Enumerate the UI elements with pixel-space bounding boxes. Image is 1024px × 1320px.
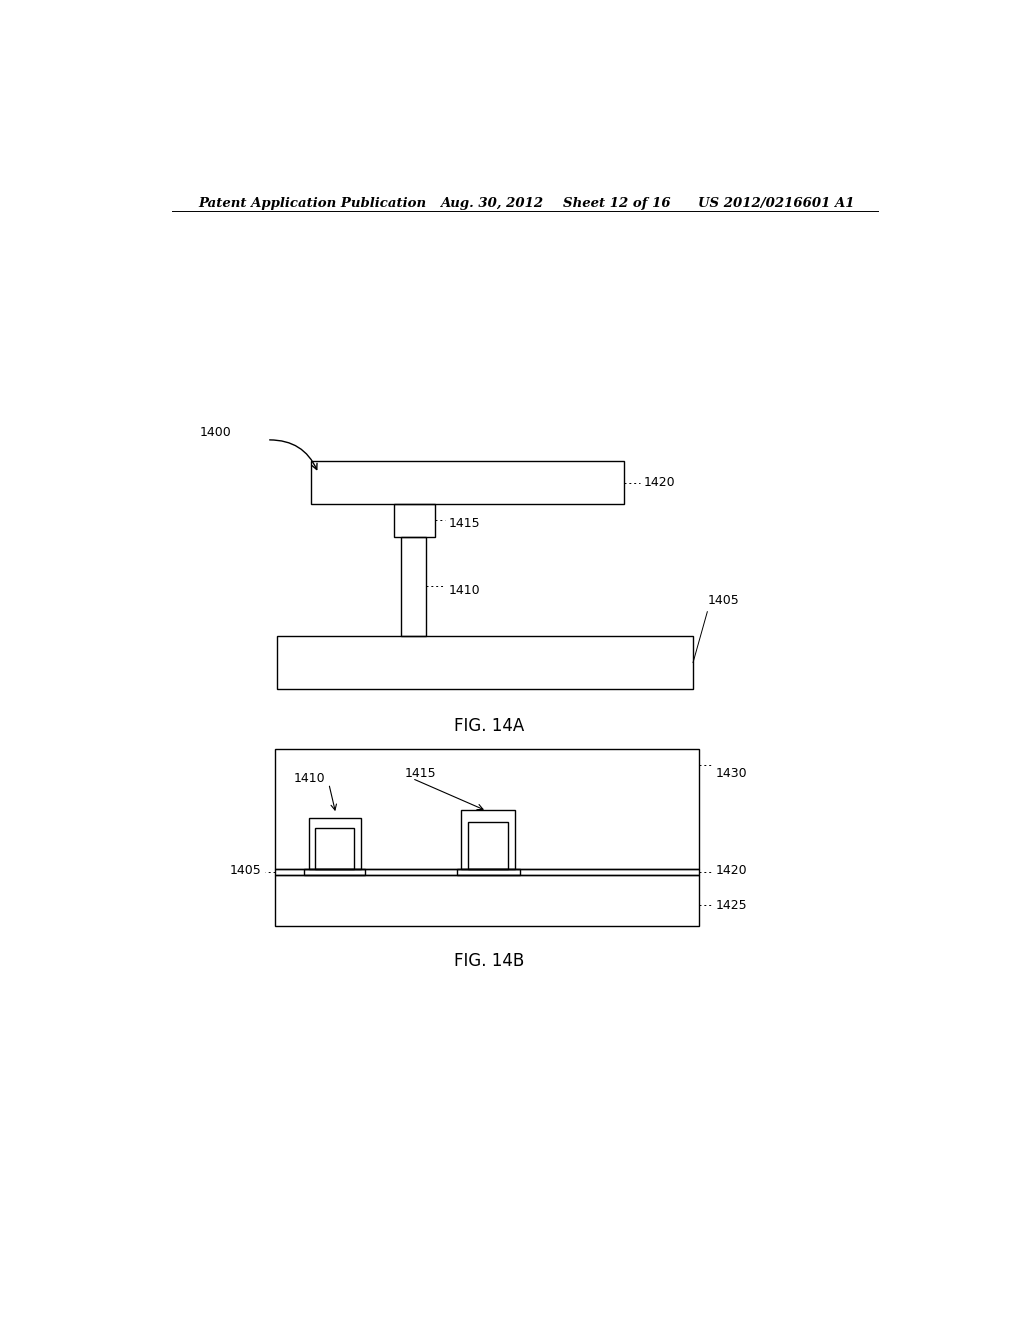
Text: 1430: 1430 [715, 767, 746, 780]
Text: 1420: 1420 [715, 865, 746, 878]
Bar [401, 536, 426, 636]
Text: 1415: 1415 [449, 517, 480, 529]
Text: Aug. 30, 2012: Aug. 30, 2012 [440, 197, 543, 210]
Bar [457, 869, 520, 875]
Text: 1405: 1405 [229, 865, 261, 878]
Bar [461, 810, 515, 869]
Text: FIG. 14A: FIG. 14A [454, 717, 524, 734]
Text: 1400: 1400 [200, 426, 231, 440]
Bar [274, 869, 699, 875]
Bar [278, 636, 693, 689]
Text: 1425: 1425 [715, 899, 746, 912]
Bar [468, 822, 508, 869]
Text: Sheet 12 of 16: Sheet 12 of 16 [563, 197, 671, 210]
Bar [274, 875, 699, 925]
Text: 1410: 1410 [293, 772, 325, 785]
Text: 1410: 1410 [449, 583, 480, 597]
Text: Patent Application Publication: Patent Application Publication [198, 197, 426, 210]
Text: 1405: 1405 [708, 594, 739, 607]
Bar [309, 818, 360, 869]
Text: US 2012/0216601 A1: US 2012/0216601 A1 [697, 197, 854, 210]
Bar [310, 461, 624, 504]
Text: 1420: 1420 [644, 477, 676, 490]
Bar [394, 504, 435, 536]
Bar [304, 869, 366, 875]
Bar [274, 748, 699, 869]
Bar [315, 828, 354, 869]
Text: FIG. 14B: FIG. 14B [454, 952, 524, 970]
Text: 1415: 1415 [404, 767, 436, 780]
